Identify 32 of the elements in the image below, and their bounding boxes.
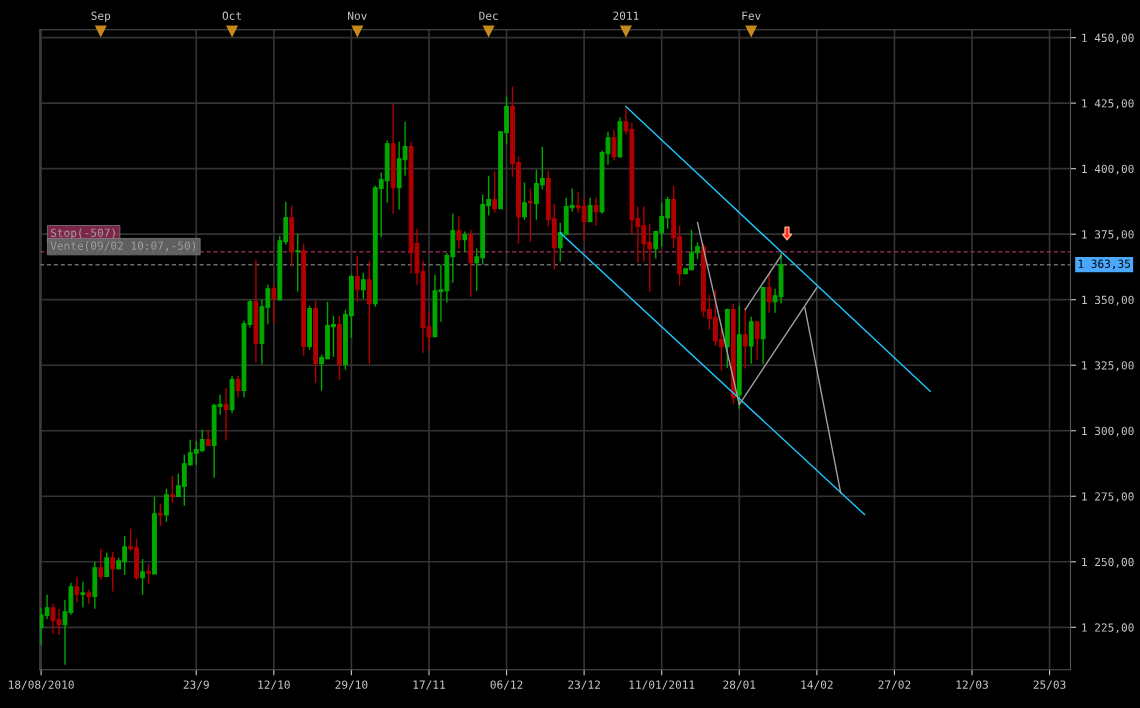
text: 2011 [613, 11, 639, 20]
x-tick-label: 11/01/2011 [629, 680, 695, 690]
x-tick-label: 28/01 [723, 680, 756, 690]
y-tick-label: 1 375,00 [1082, 230, 1134, 240]
y-tick-label: 1 300,00 [1082, 426, 1134, 437]
x-tick-label: 06/12 [490, 680, 523, 690]
x-tick-label: 12/10 [258, 680, 290, 690]
text: Fev [742, 11, 761, 20]
text: Oct [222, 11, 241, 20]
ref-line-label: Stop(-507) [50, 228, 115, 240]
y-tick-label: 1 400,00 [1082, 164, 1134, 175]
x-tick-label: 14/02 [801, 680, 833, 690]
x-tick-label: 17/11 [413, 680, 445, 690]
x-tick-label: 12/03 [956, 680, 988, 690]
x-tick-label: 18/08/2010 [8, 680, 74, 690]
y-tick-label: 1 450,00 [1082, 33, 1134, 44]
y-tick-label: 1 425,00 [1082, 99, 1134, 109]
y-tick-label: 1 275,00 [1082, 492, 1134, 503]
x-tick-label: 23/9 [183, 680, 209, 690]
x-tick-label: 27/02 [878, 680, 911, 690]
x-tick-label: 29/10 [335, 680, 368, 690]
ref-line-label: 1 363,35 [1078, 259, 1131, 270]
annotation: Vente(09/02 10:07,-50) [50, 241, 196, 252]
y-tick-label: 1 250,00 [1082, 557, 1134, 568]
x-tick-label: 25/03 [1033, 680, 1066, 690]
text: Sep [91, 11, 111, 23]
x-tick-label: 23/12 [568, 680, 600, 690]
text: Dec [479, 11, 498, 20]
y-tick-label: 1 350,00 [1082, 295, 1134, 306]
text: Nov [348, 11, 367, 20]
y-tick-label: 1 325,00 [1082, 361, 1134, 372]
y-tick-label: 1 225,00 [1082, 623, 1134, 634]
